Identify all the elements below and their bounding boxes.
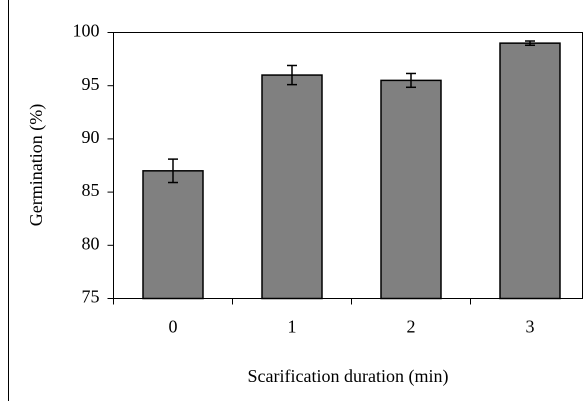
x-tick-label: 0 xyxy=(169,317,178,337)
error-bar xyxy=(525,40,535,47)
y-tick-label: 90 xyxy=(82,127,100,147)
x-tick-label: 1 xyxy=(288,317,297,337)
error-bar xyxy=(287,64,297,86)
y-tick-label: 85 xyxy=(82,180,100,200)
y-tick-label: 95 xyxy=(82,74,100,94)
error-bar xyxy=(406,72,416,89)
bar xyxy=(261,74,323,300)
y-axis-label: Germination (%) xyxy=(26,104,47,226)
y-tick-label: 80 xyxy=(82,233,100,253)
error-bar xyxy=(168,158,178,184)
y-tick-label: 75 xyxy=(82,287,100,307)
x-axis-label: Scarification duration (min) xyxy=(248,366,449,387)
y-tick-label: 100 xyxy=(73,21,100,41)
x-tick-label: 2 xyxy=(407,317,416,337)
bar xyxy=(142,170,204,300)
plot-frame xyxy=(113,32,583,299)
bar xyxy=(499,42,561,300)
x-tick-label: 3 xyxy=(526,317,535,337)
bar xyxy=(380,79,442,300)
